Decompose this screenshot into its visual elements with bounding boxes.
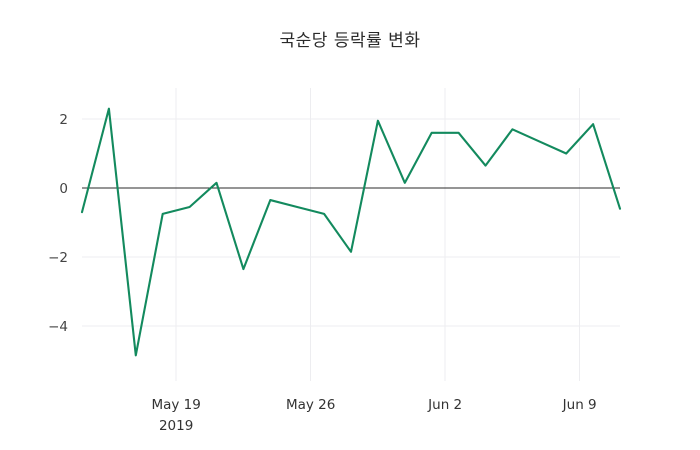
series-polyline: [80, 107, 622, 357]
x-tick-sublabel: 2019: [159, 418, 193, 434]
data-series-line: [80, 107, 622, 357]
y-axis-tick-labels: 2 0 −2 −4: [48, 112, 68, 335]
x-gridlines: [175, 87, 581, 382]
x-axis-tick-labels: May 19 2019 May 26 Jun 2 Jun 9: [151, 397, 596, 434]
x-tick-label: May 19: [151, 397, 200, 413]
x-tick-label: May 26: [286, 397, 335, 413]
y-tick-label: −2: [48, 250, 68, 266]
y-tick-label: 2: [59, 112, 68, 128]
x-tick-label: Jun 2: [427, 397, 462, 413]
y-tick-label: −4: [48, 319, 68, 335]
y-tick-label: 0: [59, 181, 68, 197]
x-tick-label: Jun 9: [562, 397, 597, 413]
chart-title: 국순당 등락률 변화: [279, 31, 421, 51]
y-gridlines: [82, 118, 620, 327]
